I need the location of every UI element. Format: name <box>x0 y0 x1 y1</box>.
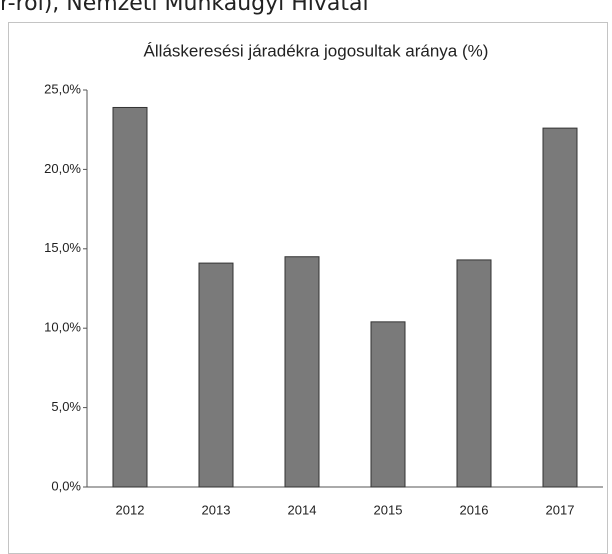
bar <box>456 259 492 488</box>
y-tick-label: 5,0% <box>51 399 81 414</box>
x-tick-label: 2014 <box>288 502 317 517</box>
y-tick-label: 10,0% <box>44 320 81 335</box>
bar <box>198 262 234 488</box>
y-tick-label: 20,0% <box>44 161 81 176</box>
bar <box>112 106 148 488</box>
y-tick-label: 25,0% <box>44 81 81 96</box>
chart-frame <box>8 22 608 554</box>
y-tick-label: 0,0% <box>51 478 81 493</box>
bar <box>284 256 320 488</box>
x-tick-label: 2017 <box>546 502 575 517</box>
caption: r-ról), Nemzeti Munkaügyi Hivatal <box>0 0 369 16</box>
x-tick-label: 2013 <box>202 502 231 517</box>
bar <box>542 127 578 488</box>
y-tick-label: 15,0% <box>44 240 81 255</box>
x-tick-label: 2016 <box>460 502 489 517</box>
chart-title: Álláskeresési járadékra jogosultak arány… <box>144 41 489 60</box>
x-tick-label: 2015 <box>374 502 403 517</box>
x-tick-label: 2012 <box>116 502 145 517</box>
bar <box>370 321 406 488</box>
